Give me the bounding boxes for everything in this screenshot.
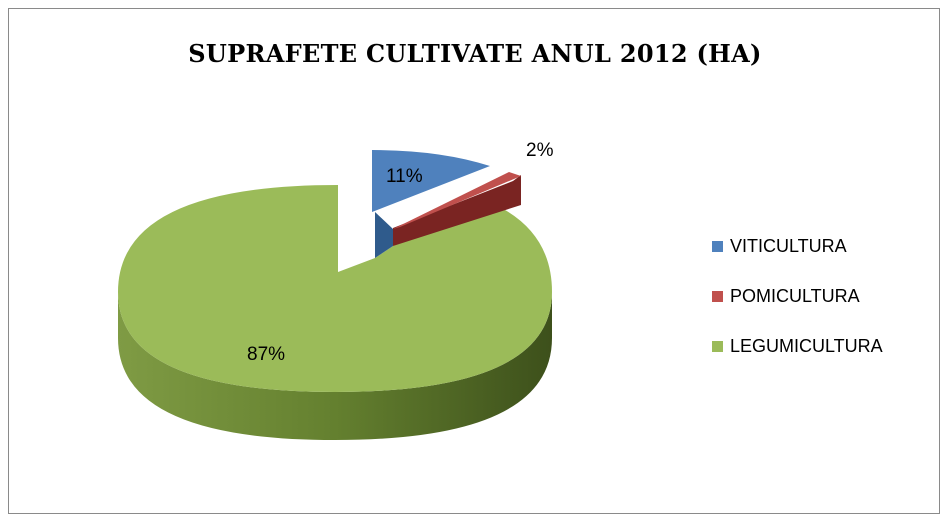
- pie-slice-side-legumicultura: [118, 292, 552, 440]
- legend-label-pomicultura: POMICULTURA: [730, 285, 860, 306]
- legend-swatch-pomicultura: [712, 290, 723, 302]
- legend-item-legumicultura: LEGUMICULTURA: [712, 336, 883, 356]
- legend-item-pomicultura: POMICULTURA: [712, 286, 883, 306]
- legend-label-legumicultura: LEGUMICULTURA: [730, 335, 883, 356]
- data-label-viticultura: 11%: [386, 166, 423, 187]
- pie-slice-side-viticultura: [375, 212, 393, 258]
- pie-slice-pomicultura: [393, 172, 521, 229]
- legend-label-viticultura: VITICULTURA: [730, 235, 847, 256]
- chart-title: SUPRAFETE CULTIVATE ANUL 2012 (HA): [188, 39, 762, 68]
- legend-swatch-legumicultura: [712, 340, 723, 352]
- data-label-legumicultura: 87%: [247, 344, 285, 365]
- legend-item-viticultura: VITICULTURA: [712, 236, 883, 256]
- legend-swatch-viticultura: [712, 240, 723, 252]
- pie-slice-side-pomicultura: [393, 175, 521, 246]
- pie-slice-viticultura: [372, 150, 490, 212]
- data-label-pomicultura: 2%: [526, 140, 554, 161]
- legend: VITICULTURA POMICULTURA LEGUMICULTURA: [712, 236, 883, 386]
- pie-slice-legumicultura: [118, 185, 552, 392]
